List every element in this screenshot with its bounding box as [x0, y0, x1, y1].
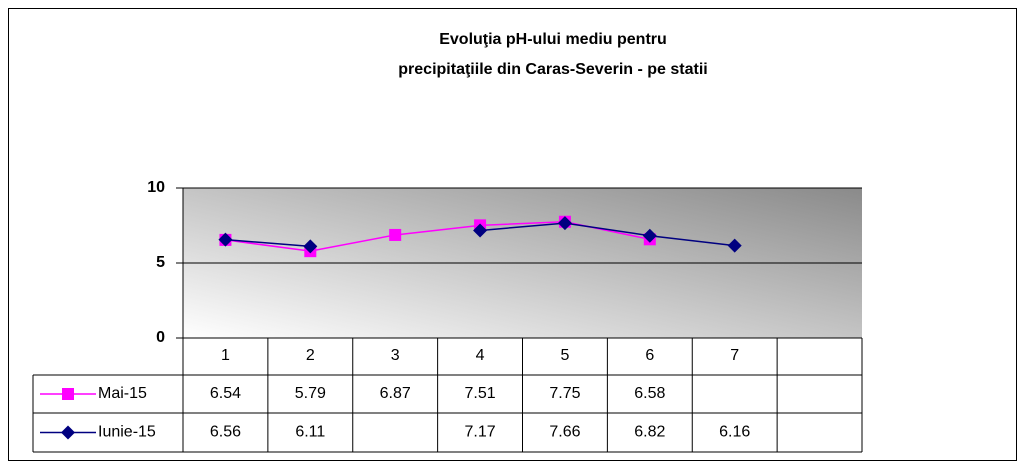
- x-tick-label: 7: [730, 347, 739, 364]
- table-value: 6.11: [295, 424, 325, 441]
- y-tick-label: 5: [156, 254, 165, 271]
- marker: [389, 228, 402, 241]
- marker: [473, 223, 488, 238]
- table-value: 6.54: [210, 385, 241, 402]
- table-value: 5.79: [295, 385, 326, 402]
- marker: [727, 238, 742, 253]
- x-tick-label: 5: [560, 347, 569, 364]
- legend-marker: [61, 425, 75, 440]
- legend-label: Iunie-15: [98, 424, 156, 441]
- legend-label: Mai-15: [98, 385, 147, 402]
- table-value: 6.56: [210, 424, 241, 441]
- table-value: 6.58: [634, 385, 665, 402]
- y-tick-label: 0: [156, 329, 165, 346]
- legend-marker: [62, 388, 74, 400]
- table-value: 7.66: [549, 424, 580, 441]
- y-tick-label: 10: [147, 179, 165, 196]
- table-value: 7.75: [549, 385, 580, 402]
- table-value: 6.16: [719, 424, 750, 441]
- marker: [303, 239, 318, 254]
- x-tick-label: 4: [476, 347, 485, 364]
- x-tick-label: 1: [221, 347, 230, 364]
- marker: [642, 228, 657, 243]
- table-value: 6.82: [634, 424, 665, 441]
- marker: [218, 232, 233, 247]
- x-tick-label: 3: [391, 347, 400, 364]
- x-tick-label: 6: [645, 347, 654, 364]
- table-value: 7.17: [464, 424, 495, 441]
- chart-title: Evoluţia pH-ului mediu pentru: [439, 31, 667, 48]
- table-value: 7.51: [464, 385, 495, 402]
- chart-title: precipitaţiile din Caras-Severin - pe st…: [398, 61, 707, 78]
- series-line: [225, 222, 735, 248]
- marker: [557, 216, 572, 231]
- x-tick-label: 2: [306, 347, 315, 364]
- table-value: 6.87: [380, 385, 411, 402]
